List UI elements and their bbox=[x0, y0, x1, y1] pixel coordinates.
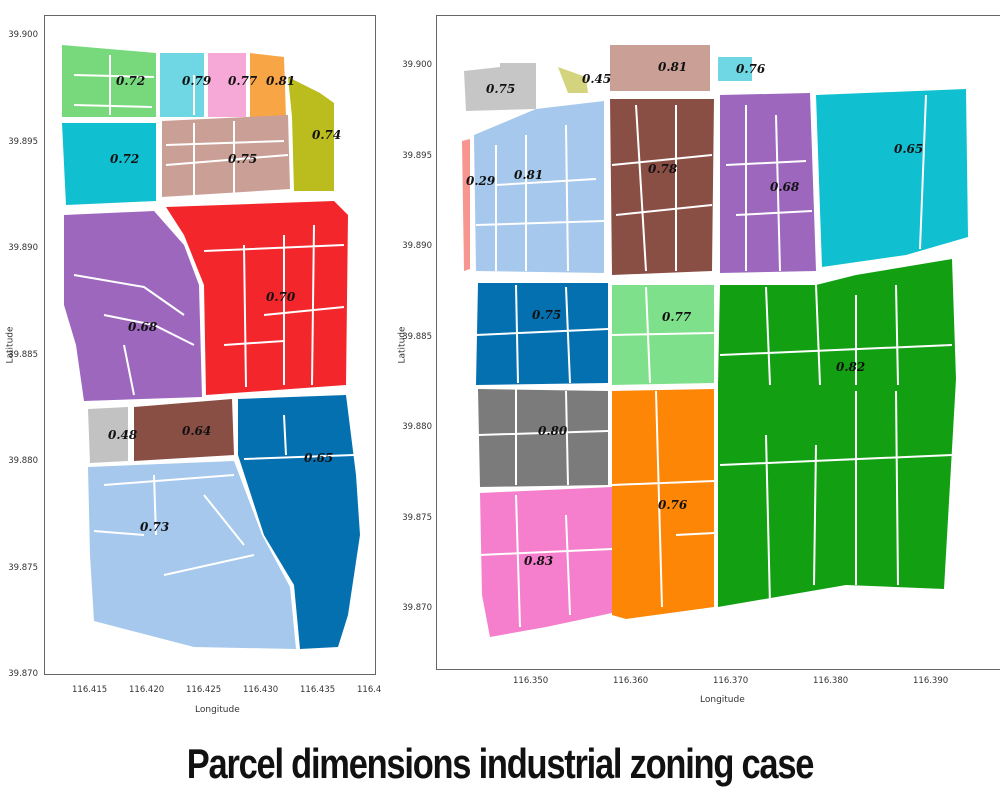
parcel-label-R6: 0.81 bbox=[514, 168, 543, 182]
parcel-label-R7: 0.78 bbox=[648, 162, 678, 176]
parcel-L13[interactable] bbox=[88, 461, 296, 649]
left-parcel-labels: 0.72 0.79 0.77 0.81 0.74 0.72 0.75 0.68 0.70 0.48… bbox=[108, 74, 341, 534]
right-ylabel: Latitude bbox=[397, 326, 408, 364]
parcel-label-R14: 0.76 bbox=[658, 498, 688, 512]
right-road-network bbox=[475, 94, 953, 628]
figure-caption: Parcel dimensions industrial zoning case bbox=[186, 740, 815, 787]
right-y-tick: 39.875 bbox=[402, 512, 432, 523]
right-xlabel: Longitude bbox=[700, 695, 745, 705]
parcel-R8[interactable] bbox=[720, 93, 816, 273]
parcel-label-L4: 0.81 bbox=[266, 74, 295, 88]
parcel-L4[interactable] bbox=[250, 53, 286, 117]
parcel-R12[interactable] bbox=[718, 259, 956, 607]
parcel-R9[interactable] bbox=[816, 89, 968, 267]
right-x-tick: 116.380 bbox=[813, 676, 849, 686]
right-parcel-labels: 0.75 0.45 0.81 0.76 0.29 0.81 0.78 0.68 0.65 0.75… bbox=[466, 60, 923, 568]
parcel-L9[interactable] bbox=[166, 201, 348, 395]
left-ylabel: Latitude bbox=[5, 326, 16, 364]
right-y-tick: 39.880 bbox=[402, 422, 432, 432]
left-y-tick: 39.885 bbox=[8, 349, 38, 360]
right-x-tick: 116.390 bbox=[913, 676, 949, 686]
parcel-label-R13: 0.80 bbox=[538, 424, 568, 438]
right-y-tick: 39.895 bbox=[402, 150, 432, 161]
parcel-L3[interactable] bbox=[208, 53, 246, 117]
left-y-tick: 39.870 bbox=[8, 669, 38, 679]
parcel-label-L6: 0.72 bbox=[110, 152, 139, 166]
left-x-tick: 116.435 bbox=[300, 685, 336, 695]
parcel-label-L13: 0.73 bbox=[140, 520, 169, 534]
right-x-tick: 116.360 bbox=[613, 676, 649, 686]
left-x-tick: 116.415 bbox=[72, 685, 108, 695]
parcel-R3[interactable] bbox=[610, 45, 710, 91]
parcel-label-L7: 0.75 bbox=[228, 152, 257, 166]
parcel-label-L2: 0.79 bbox=[182, 74, 212, 88]
right-y-tick: 39.890 bbox=[402, 241, 432, 251]
right-map-canvas: 0.75 0.45 0.81 0.76 0.29 0.81 0.78 0.68 0.65 0.75… bbox=[462, 45, 968, 637]
right-x-tick: 116.370 bbox=[713, 676, 749, 686]
left-y-tick: 39.895 bbox=[8, 136, 38, 147]
left-y-tick: 39.880 bbox=[8, 456, 38, 466]
parcel-label-R8: 0.68 bbox=[770, 180, 800, 194]
parcel-label-R10: 0.75 bbox=[532, 308, 561, 322]
right-y-tick: 39.885 bbox=[402, 331, 432, 342]
parcel-R14[interactable] bbox=[612, 389, 714, 619]
parcel-R5[interactable] bbox=[462, 139, 470, 271]
left-xlabel: Longitude bbox=[195, 705, 240, 715]
left-road-network bbox=[73, 55, 355, 576]
parcel-label-L8: 0.68 bbox=[128, 320, 158, 334]
parcel-label-R4: 0.76 bbox=[736, 62, 766, 76]
parcel-label-R11: 0.77 bbox=[662, 310, 692, 324]
parcel-label-R9: 0.65 bbox=[894, 142, 923, 156]
parcel-R1[interactable] bbox=[464, 63, 536, 111]
parcel-label-L5: 0.74 bbox=[312, 128, 341, 142]
parcel-label-R5: 0.29 bbox=[466, 174, 496, 188]
left-x-tick: 116.420 bbox=[129, 685, 165, 695]
parcel-label-L11: 0.64 bbox=[182, 424, 211, 438]
parcel-label-L9: 0.70 bbox=[266, 290, 296, 304]
parcel-label-L12: 0.65 bbox=[304, 451, 333, 465]
parcel-label-R15: 0.83 bbox=[524, 554, 553, 568]
parcel-R10[interactable] bbox=[476, 283, 608, 385]
left-x-tick: 116.425 bbox=[186, 685, 222, 695]
parcel-R2[interactable] bbox=[558, 67, 588, 93]
parcel-label-L1: 0.72 bbox=[116, 74, 145, 88]
parcel-R6[interactable] bbox=[474, 101, 604, 273]
right-y-tick: 39.900 bbox=[402, 60, 432, 70]
parcel-label-L10: 0.48 bbox=[108, 428, 138, 442]
parcel-L11[interactable] bbox=[134, 399, 234, 461]
left-x-tick: 116.4 bbox=[357, 685, 382, 695]
left-map-canvas: 0.72 0.79 0.77 0.81 0.74 0.72 0.75 0.68 0.70 0.48… bbox=[62, 45, 360, 649]
parcel-label-R3: 0.81 bbox=[658, 60, 687, 74]
parcel-L5[interactable] bbox=[288, 77, 334, 191]
parcel-label-L3: 0.77 bbox=[228, 74, 258, 88]
parcel-label-R12: 0.82 bbox=[836, 360, 865, 374]
parcel-L10[interactable] bbox=[88, 407, 128, 463]
left-x-tick: 116.430 bbox=[243, 685, 279, 695]
parcel-L8[interactable] bbox=[64, 211, 202, 401]
left-y-tick: 39.900 bbox=[8, 30, 38, 40]
parcel-L6[interactable] bbox=[62, 123, 156, 205]
left-y-tick: 39.875 bbox=[8, 562, 38, 573]
parcel-label-R2: 0.45 bbox=[582, 72, 611, 86]
left-y-tick: 39.890 bbox=[8, 243, 38, 253]
parcel-label-R1: 0.75 bbox=[486, 82, 515, 96]
parcel-R15[interactable] bbox=[480, 487, 612, 637]
parcel-R7[interactable] bbox=[610, 99, 714, 275]
parcel-R4[interactable] bbox=[718, 57, 752, 81]
right-x-tick: 116.350 bbox=[513, 676, 549, 686]
parcel-R13[interactable] bbox=[478, 389, 608, 487]
right-y-tick: 39.870 bbox=[402, 603, 432, 613]
